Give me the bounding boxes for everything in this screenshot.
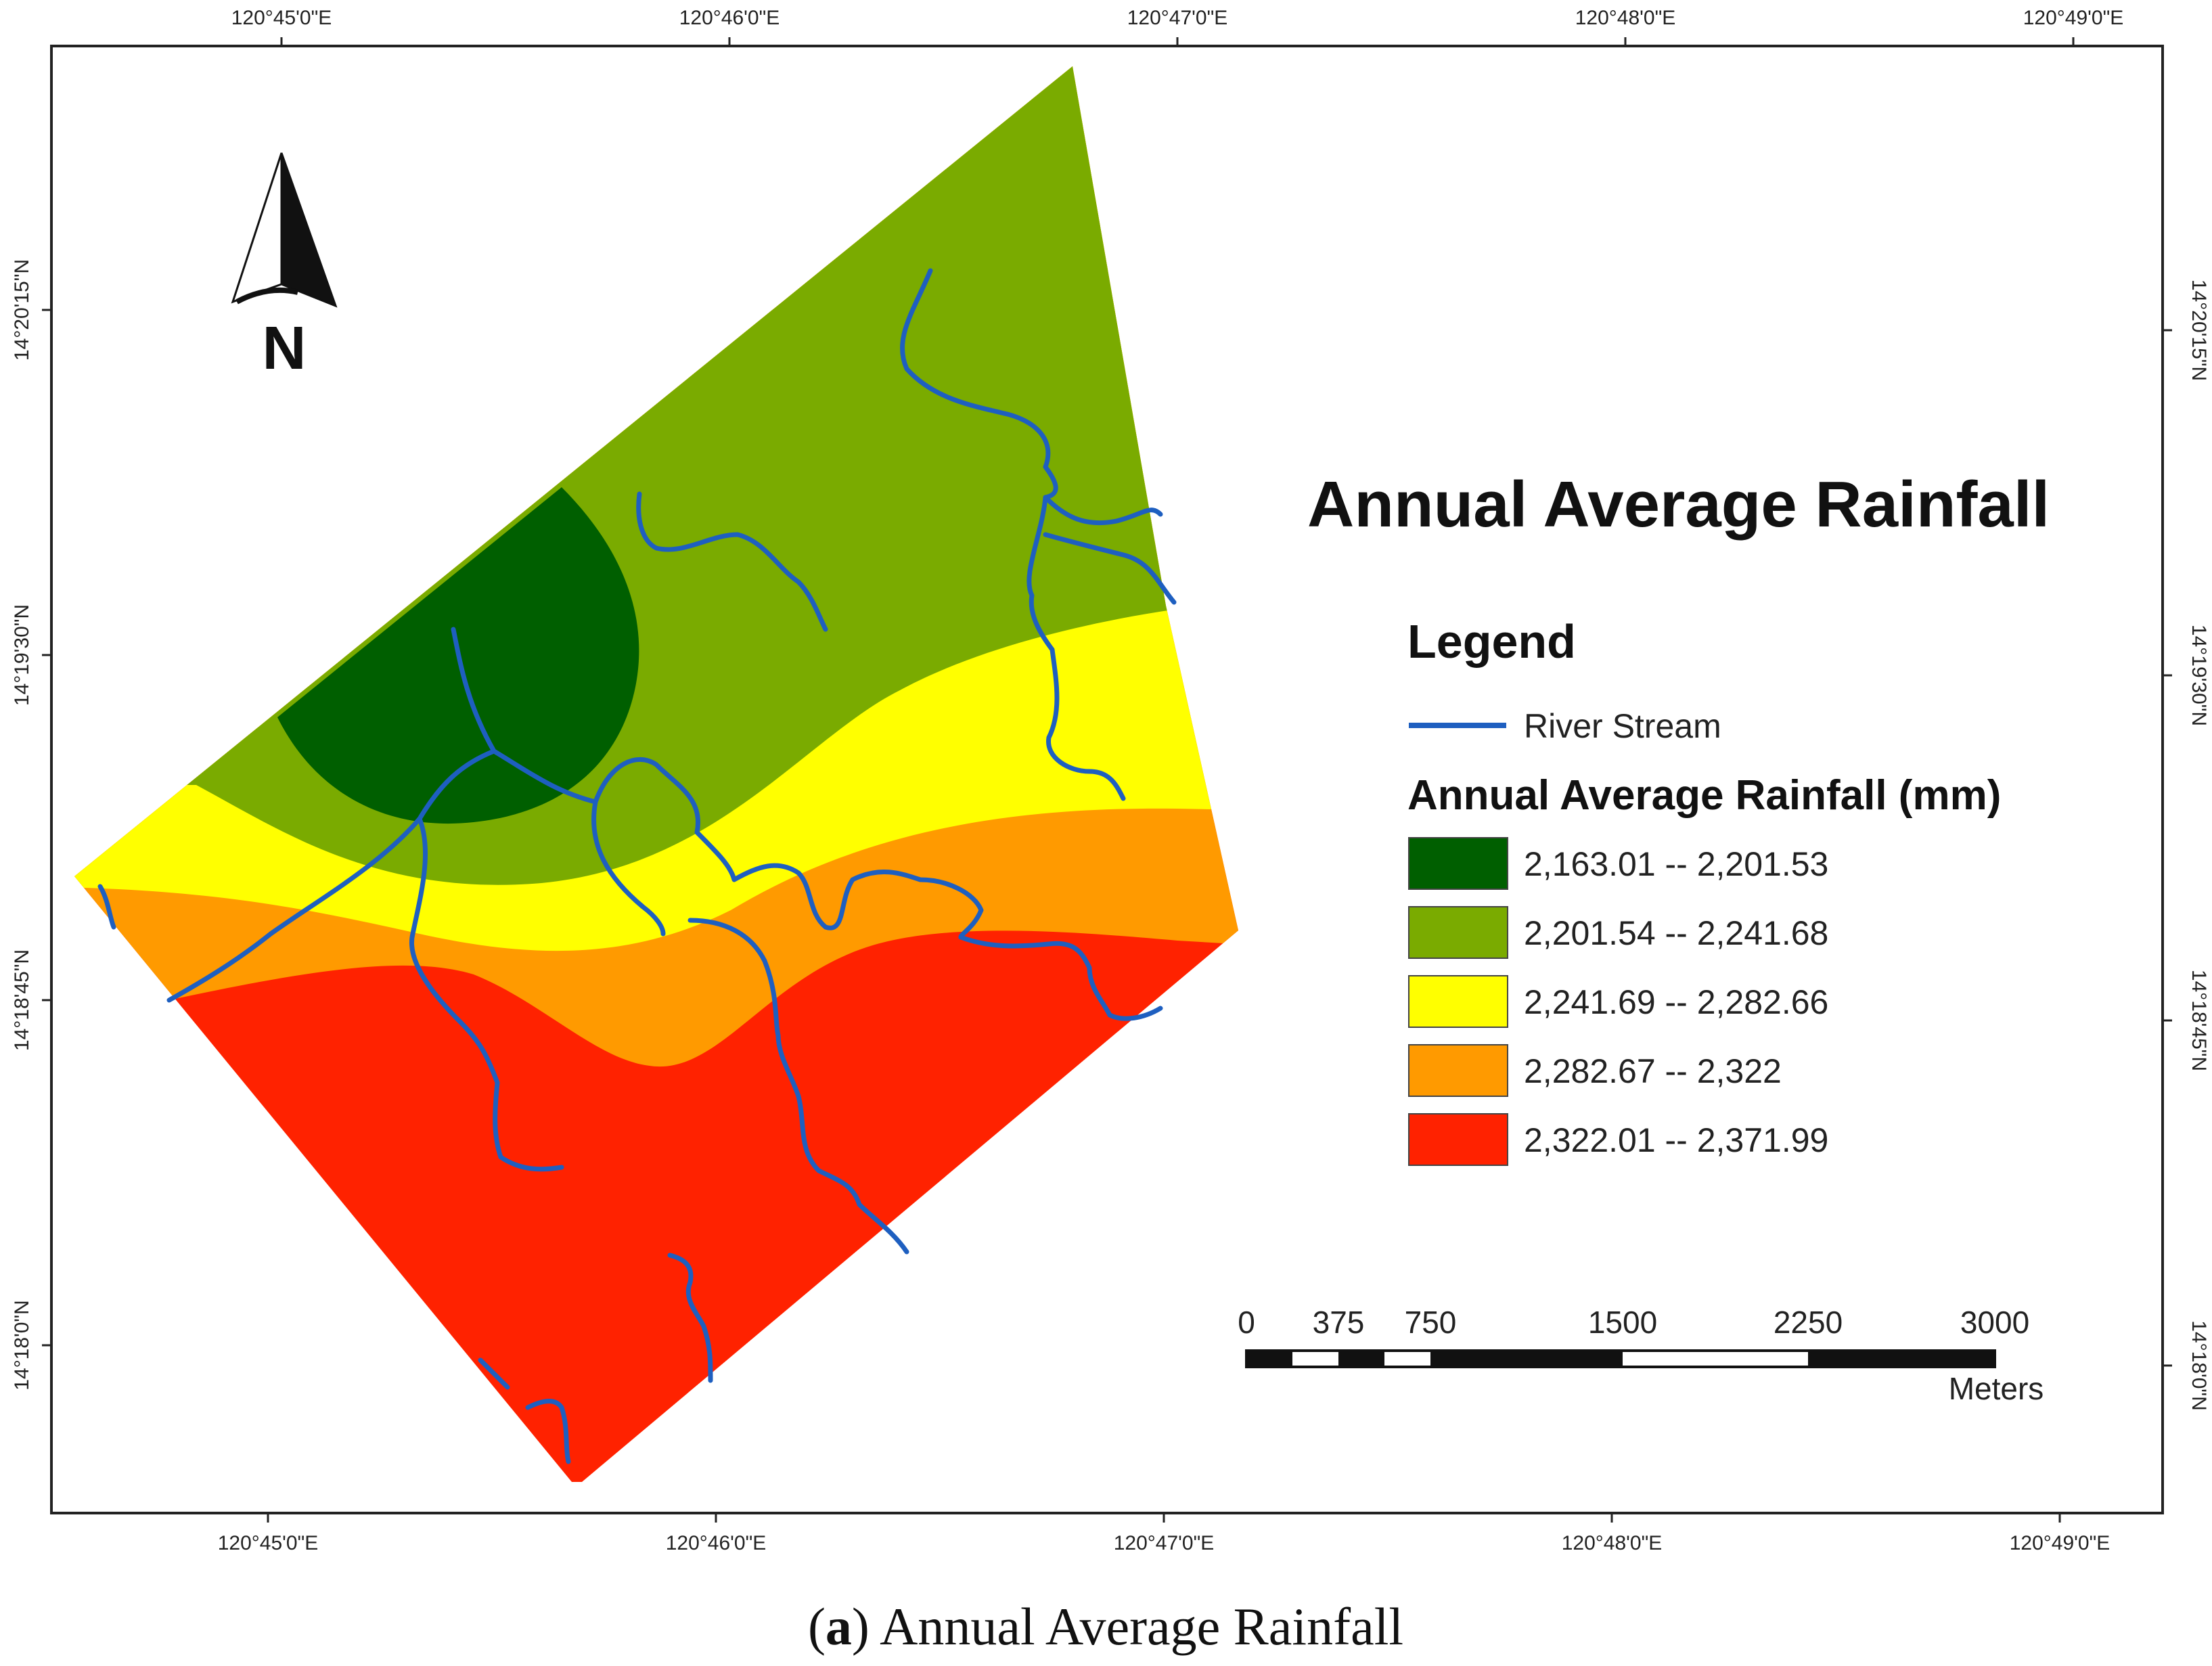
right-tick-label: 14°18'45"N [2188,970,2210,1071]
top-tick-label: 120°48'0"E [1575,7,1676,29]
north-arrow-right-half [280,152,338,308]
scale-unit: Meters [1949,1371,2044,1406]
top-tick-label: 120°45'0"E [231,7,332,29]
scale-label: 0 [1238,1305,1255,1340]
legend-class-label: 2,282.67 -- 2,322 [1524,1052,1782,1090]
river-stream-9 [687,918,909,1255]
scale-bar: 0 375 750 1500 2250 3000 Meters [1238,1305,2044,1406]
bottom-tick-label: 120°46'0"E [666,1532,767,1554]
river-stream-11 [667,1253,713,1383]
scale-label: 2250 [1774,1305,1843,1340]
top-tick-label: 120°46'0"E [679,7,780,29]
right-tick-label: 14°20'15"N [2188,279,2210,381]
legend: Legend River Stream Annual Average Rainf… [1407,615,2001,1166]
bottom-tick-label: 120°49'0"E [2010,1532,2111,1554]
scale-segment-black [1430,1351,1623,1367]
right-coordinate-ticks: 14°20'15"N 14°19'30"N 14°18'45"N 14°18'0… [2163,279,2210,1411]
river-stream-1 [899,268,1126,801]
river-stream-4 [636,491,828,632]
legend-swatch-class-1 [1408,837,1508,890]
river-stream-3 [1043,532,1177,605]
bottom-tick-label: 120°45'0"E [218,1532,319,1554]
river-stream-12 [525,1399,571,1464]
map-frame [50,45,2164,1514]
scale-label: 3000 [1960,1305,2029,1340]
legend-swatch-class-3 [1408,975,1508,1028]
river-stream-13 [478,1357,510,1390]
scale-label: 375 [1313,1305,1365,1340]
left-tick-label: 14°18'0"N [11,1300,33,1390]
left-coordinate-ticks: 14°20'15"N 14°19'30"N 14°18'45"N 14°18'0… [11,259,51,1391]
north-arrow: N [231,152,338,382]
left-tick-label: 14°20'15"N [11,259,33,361]
scale-segment-black [1338,1351,1384,1367]
legend-heading: Legend [1407,615,1576,668]
top-coordinate-ticks: 120°45'0"E 120°46'0"E 120°47'0"E 120°48'… [231,7,2124,46]
legend-swatch-class-2 [1408,906,1508,959]
top-tick-label: 120°49'0"E [2023,7,2124,29]
right-tick-label: 14°18'0"N [2188,1320,2210,1410]
north-arrow-base [235,287,298,305]
rainfall-zones [74,66,1238,1482]
river-legend-label: River Stream [1524,707,1721,745]
river-stream-7 [166,748,497,1003]
river-stream-2 [1043,495,1163,526]
right-tick-label: 14°19'30"N [2188,625,2210,726]
river-streams [97,268,1177,1464]
top-tick-label: 120°47'0"E [1127,7,1228,29]
figure-caption: (a) Annual Average Rainfall [808,1597,1403,1656]
north-label: N [263,315,307,382]
scale-label: 750 [1405,1305,1457,1340]
scale-label: 1500 [1588,1305,1657,1340]
north-arrow-left-half [231,152,283,304]
caption-letter: a [826,1597,852,1656]
legend-class-label: 2,241.69 -- 2,282.66 [1524,983,1828,1021]
river-stream-6 [593,757,984,940]
bottom-tick-label: 120°47'0"E [1114,1532,1215,1554]
caption-text: Annual Average Rainfall [880,1597,1403,1656]
legend-swatch-class-4 [1408,1044,1508,1097]
scale-segment-black [1246,1351,1292,1367]
river-stream-5 [451,627,666,937]
river-stream-8 [409,816,564,1172]
river-stream-10 [958,935,1163,1021]
map-title: Annual Average Rainfall [1307,468,2050,541]
left-tick-label: 14°18'45"N [11,949,33,1051]
legend-class-label: 2,201.54 -- 2,241.68 [1524,914,1828,952]
left-tick-label: 14°19'30"N [11,604,33,706]
legend-class-label: 2,163.01 -- 2,201.53 [1524,845,1828,883]
rainfall-legend-heading: Annual Average Rainfall (mm) [1407,772,2001,819]
legend-swatch-class-5 [1408,1113,1508,1166]
scale-segment-black [1808,1351,1995,1367]
bottom-tick-label: 120°48'0"E [1562,1532,1663,1554]
river-stream-14 [97,884,116,930]
legend-class-label: 2,322.01 -- 2,371.99 [1524,1121,1828,1159]
bottom-coordinate-ticks: 120°45'0"E 120°46'0"E 120°47'0"E 120°48'… [218,1513,2111,1554]
